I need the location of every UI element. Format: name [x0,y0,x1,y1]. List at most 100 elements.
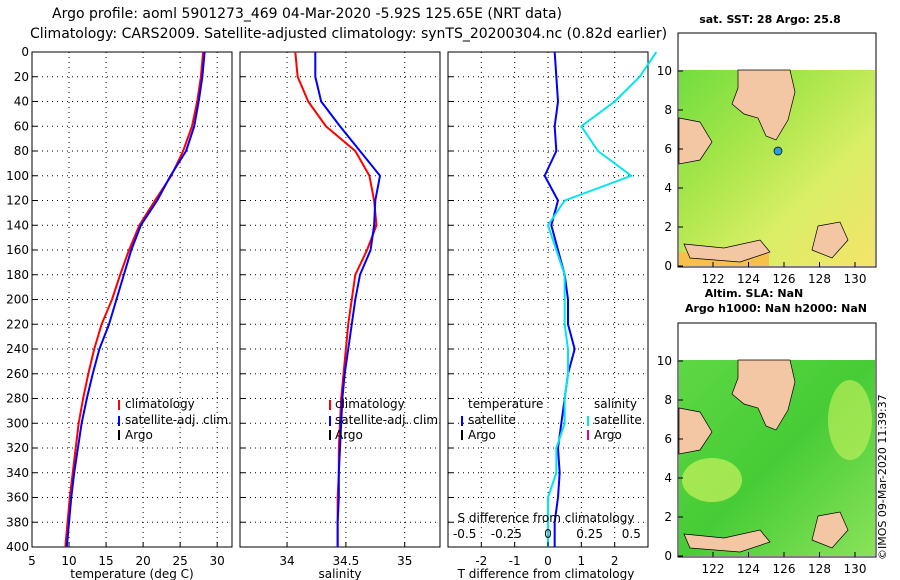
x-tick-label: 10 [61,554,76,568]
temperature-xlabel: temperature (deg C) [70,567,193,580]
legend-t-argo-label: Argo [468,428,496,442]
sst-map-title: sat. SST: 28 Argo: 25.8 [699,13,841,26]
series-line-satellite-adj-clim- [314,52,381,547]
land-mass-borneo [678,117,713,165]
sla-map-ticks: 122 124 126 128 130 0 2 4 6 8 10 [657,354,867,576]
y-tick-label: 160 [6,243,29,257]
y-tick-label: 60 [14,119,29,133]
map-x-tick-label: 124 [737,562,760,576]
legend-argo-label: Argo [335,428,363,442]
sst-map: 122 124 126 128 130 0 2 4 6 8 10 [657,32,877,286]
land-mass-timor [683,529,771,553]
y-tick-label: 220 [6,317,29,331]
x-tick-label: 35 [397,554,412,568]
sla-high-patch [682,458,742,502]
y-tick-label: 80 [14,144,29,158]
sla-high-patch [828,380,872,460]
map-y-tick-label: 6 [664,432,672,446]
s-tick-label: -0.25 [491,527,522,541]
legend-satellite-adj-label: satellite-adj. clim. [125,413,232,427]
x-tick-label: -1 [509,554,521,568]
map-y-tick-label: 8 [664,103,672,117]
y-tick-label: 120 [6,194,29,208]
x-tick-label: 15 [98,554,113,568]
series-line-satellite-adj-clim- [65,51,206,548]
y-tick-label: 0 [21,45,29,59]
map-y-tick-label: 0 [664,259,672,273]
s-difference-xlabel: S difference from climatology [458,511,635,525]
map-x-tick-label: 122 [702,272,725,286]
series-line-temperature-satellite [543,51,576,547]
chart-title-line1: Argo profile: aoml 5901273_469 04-Mar-20… [52,6,563,22]
salinity-xlabel: salinity [318,567,361,580]
map-x-tick-label: 128 [808,272,831,286]
legend-climatology-label: climatology [125,397,195,411]
legend-t-satellite-label: satellite [468,413,516,427]
land-mass-borneo [678,407,713,455]
map-y-tick-label: 2 [664,510,672,524]
y-tick-label: 300 [6,416,29,430]
dotted-grid [32,52,648,547]
y-tick-label: 100 [6,169,29,183]
s-tick-label: 0 [544,527,552,541]
salinity-legend: climatology satellite-adj. clim. Argo [329,397,442,442]
legend-salinity-head: salinity [594,397,637,411]
legend-s-satellite-label: satellite [594,413,642,427]
temperature-legend: climatology satellite-adj. clim. Argo [118,397,232,442]
y-tick-label: 240 [6,342,29,356]
y-tick-label: 200 [6,293,29,307]
land-mass-sulawesi [731,359,796,431]
sst-map-ticks: 122 124 126 128 130 0 2 4 6 8 10 [657,64,867,286]
y-tick-label: 40 [14,95,29,109]
s-tick-label: 0.5 [622,527,641,541]
legend-temperature-head: temperature [468,397,543,411]
axis-ticks: 5 10 15 20 25 3002040608010012014016018020022… [6,45,641,568]
map-y-tick-label: 8 [664,393,672,407]
map-y-tick-label: 0 [664,549,672,563]
altim-title-line2: Argo h1000: NaN h2000: NaN [685,302,867,315]
imos-credit: ©IMOS 09-Mar-2020 11:39:37 [876,394,889,560]
x-tick-label: 1 [578,554,586,568]
difference-legend: temperature satellite Argo salinity sate… [461,397,642,442]
y-tick-label: 320 [6,441,29,455]
y-tick-label: 380 [6,515,29,529]
x-tick-label: 20 [135,554,150,568]
s-tick-label: 0.25 [576,527,603,541]
y-tick-label: 280 [6,392,29,406]
map-x-tick-label: 124 [737,272,760,286]
land-mass-timor [683,239,771,263]
map-y-tick-label: 4 [664,471,672,485]
legend-climatology-label: climatology [335,397,405,411]
map-y-tick-label: 2 [664,220,672,234]
map-x-tick-label: 126 [773,272,796,286]
map-x-tick-label: 126 [773,562,796,576]
chart-title-line2: Climatology: CARS2009. Satellite-adjuste… [30,26,668,42]
legend-satellite-adj-label: satellite-adj. clim. [335,413,442,427]
land-mass-sulawesi [731,69,796,141]
y-tick-label: 360 [6,491,29,505]
altim-title-line1: Altim. SLA: NaN [705,287,804,300]
map-x-tick-label: 130 [844,272,867,286]
t-difference-xlabel: T difference from climatology [457,567,635,580]
map-y-tick-label: 4 [664,181,672,195]
s-tick-label: -0.5 [453,527,476,541]
land-mass-papua [811,221,849,259]
x-tick-label: 0 [544,554,552,568]
legend-s-argo-label: Argo [594,428,622,442]
map-y-tick-label: 10 [657,354,672,368]
series-line-salinity-satellite [547,51,658,547]
y-tick-label: 340 [6,466,29,480]
y-tick-label: 140 [6,218,29,232]
sla-map: 122 124 126 128 130 0 2 4 6 8 10 [657,322,877,576]
series-line-climatology [64,51,205,548]
profile-lines [64,51,658,548]
x-tick-label: -2 [475,554,487,568]
map-x-tick-label: 128 [808,562,831,576]
map-x-tick-label: 130 [844,562,867,576]
x-tick-label: 2 [611,554,619,568]
y-tick-label: 400 [6,540,29,554]
argo-position-marker [773,146,783,156]
y-tick-label: 20 [14,70,29,84]
map-y-tick-label: 10 [657,64,672,78]
